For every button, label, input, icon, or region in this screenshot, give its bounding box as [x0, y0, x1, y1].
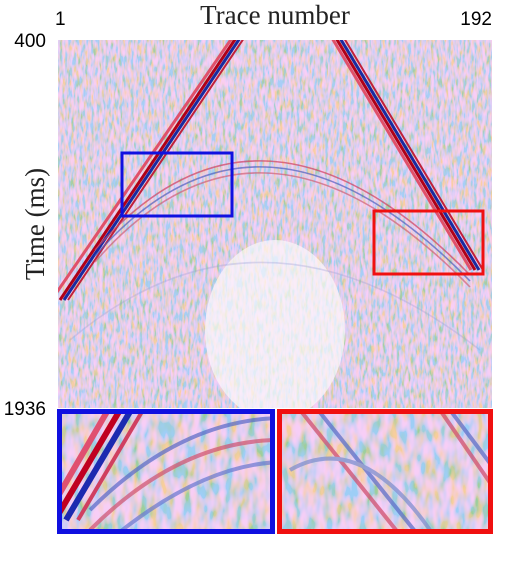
inset-blue — [61, 413, 271, 530]
x-tick-label: 192 — [460, 9, 492, 30]
x-tick-label: 1 — [55, 9, 66, 30]
inset-red — [281, 413, 489, 530]
inset-frame-red — [277, 409, 493, 534]
zoom-box-red — [372, 209, 485, 276]
y-tick-label: 400 — [14, 31, 46, 52]
y-tick-label: 1936 — [4, 399, 46, 420]
seismic-panel — [58, 40, 492, 408]
y-axis-label: Time (ms) — [20, 168, 50, 280]
chart-title: Trace number — [200, 0, 350, 30]
zoom-box-blue — [120, 151, 234, 218]
inset-frame-blue — [57, 409, 275, 534]
